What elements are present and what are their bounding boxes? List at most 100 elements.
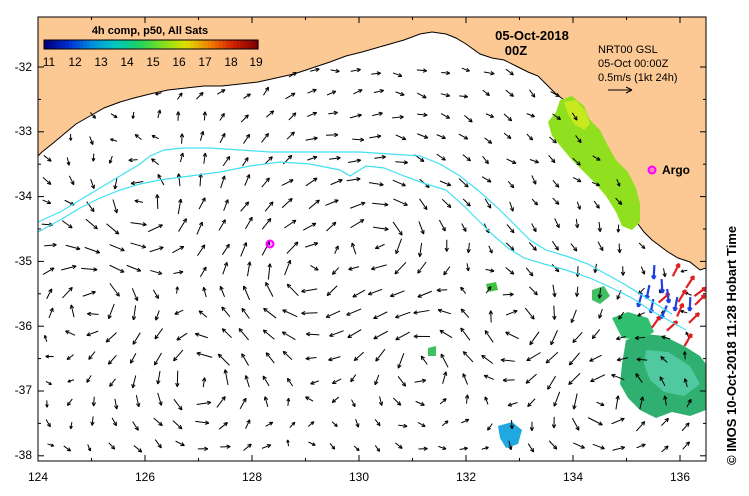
current-arrow (197, 244, 206, 256)
current-arrow (420, 355, 428, 365)
current-arrow (220, 444, 231, 449)
current-arrow (265, 421, 274, 427)
current-arrow (328, 356, 341, 362)
current-arrow (198, 310, 208, 318)
current-arrow (156, 370, 161, 385)
current-arrow (524, 307, 535, 320)
current-arrow (395, 331, 411, 341)
current-arrow (202, 286, 207, 298)
colorbar-swatch (240, 40, 245, 49)
colorbar-swatch (54, 40, 59, 49)
current-arrow (198, 197, 206, 210)
current-arrow (503, 132, 512, 139)
current-arrow (682, 441, 690, 450)
argo-float-marker-labeled[interactable] (647, 165, 657, 175)
colorbar-swatch (90, 40, 95, 49)
current-arrow (66, 157, 71, 166)
current-arrow (531, 198, 539, 206)
current-arrow (616, 179, 621, 187)
current-arrow (87, 311, 99, 317)
current-arrow (261, 177, 270, 188)
current-arrow (572, 157, 581, 166)
current-arrow (484, 198, 492, 209)
current-arrow (505, 89, 514, 97)
current-arrow (459, 94, 468, 99)
current-arrow (616, 335, 626, 341)
current-arrow (263, 307, 277, 319)
current-arrow (460, 327, 471, 341)
current-arrow (177, 198, 183, 215)
current-arrow (575, 135, 582, 144)
current-arrow (284, 219, 297, 229)
current-arrow-red (693, 286, 706, 297)
current-arrow (483, 71, 495, 76)
colorbar-tick: 15 (146, 55, 160, 69)
current-arrow (637, 312, 645, 317)
longitude-labels: 124 126 128 130 132 134 136 (28, 470, 690, 484)
current-arrow (305, 396, 314, 402)
current-arrow (240, 114, 249, 123)
current-arrow (462, 198, 471, 207)
current-arrow (325, 199, 339, 206)
lon-label: 126 (135, 470, 155, 484)
current-arrow (617, 243, 622, 254)
current-arrow (507, 402, 518, 407)
current-arrow (42, 199, 52, 205)
current-arrow (87, 444, 92, 452)
current-arrow (481, 176, 492, 183)
current-arrow (112, 199, 119, 214)
current-arrow (373, 226, 389, 232)
current-arrow (262, 375, 270, 387)
colorbar-tick: 18 (224, 55, 238, 69)
current-arrow (153, 352, 162, 366)
current-arrow (305, 177, 318, 187)
current-arrow (157, 392, 163, 406)
current-arrow (199, 130, 205, 141)
colorbar-swatch (143, 40, 149, 49)
current-arrow (507, 180, 515, 189)
current-arrow (484, 396, 489, 405)
imos-credit: © IMOS 10-Oct-2018 11:28 Hobart Time (724, 225, 739, 465)
current-arrow (612, 445, 626, 451)
current-arrow (367, 288, 383, 296)
argo-float-marker[interactable] (265, 239, 275, 249)
current-arrow (441, 70, 451, 76)
current-arrow (592, 155, 601, 161)
colorbar-swatch (186, 40, 191, 49)
current-arrow (597, 221, 602, 232)
current-arrow (552, 305, 557, 320)
current-arrow (485, 268, 495, 273)
current-arrow (44, 242, 57, 248)
current-arrow (307, 88, 317, 94)
current-arrow (216, 396, 226, 408)
current-arrow (458, 133, 469, 140)
current-arrow-blue (659, 278, 665, 294)
current-arrow (615, 197, 623, 205)
current-arrow (346, 177, 361, 182)
current-arrow (217, 89, 226, 95)
map-date-title: 05-Oct-2018 (495, 28, 569, 43)
lat-label: -33 (15, 124, 33, 138)
current-arrow (154, 439, 162, 449)
current-arrow (65, 244, 81, 251)
current-arrow (570, 309, 577, 324)
lon-label: 124 (28, 470, 48, 484)
current-arrow (331, 396, 340, 403)
current-arrow (682, 351, 687, 360)
current-arrow (370, 264, 387, 271)
colorbar-tick: 11 (43, 55, 56, 69)
current-arrow (661, 335, 671, 340)
current-arrow (485, 113, 495, 118)
colorbar-swatch (236, 40, 241, 49)
current-arrow (505, 331, 520, 340)
current-arrow (219, 285, 226, 297)
axis-ticks (37, 17, 706, 461)
current-arrow (151, 158, 159, 166)
current-legend: NRT00 GSL 05-Oct 00:00Z 0.5m/s (1kt 24h) (598, 44, 677, 94)
current-arrow (438, 445, 447, 450)
lon-label: 130 (349, 470, 369, 484)
current-arrow (199, 266, 207, 278)
current-arrow (397, 352, 405, 369)
current-arrow (131, 111, 135, 119)
